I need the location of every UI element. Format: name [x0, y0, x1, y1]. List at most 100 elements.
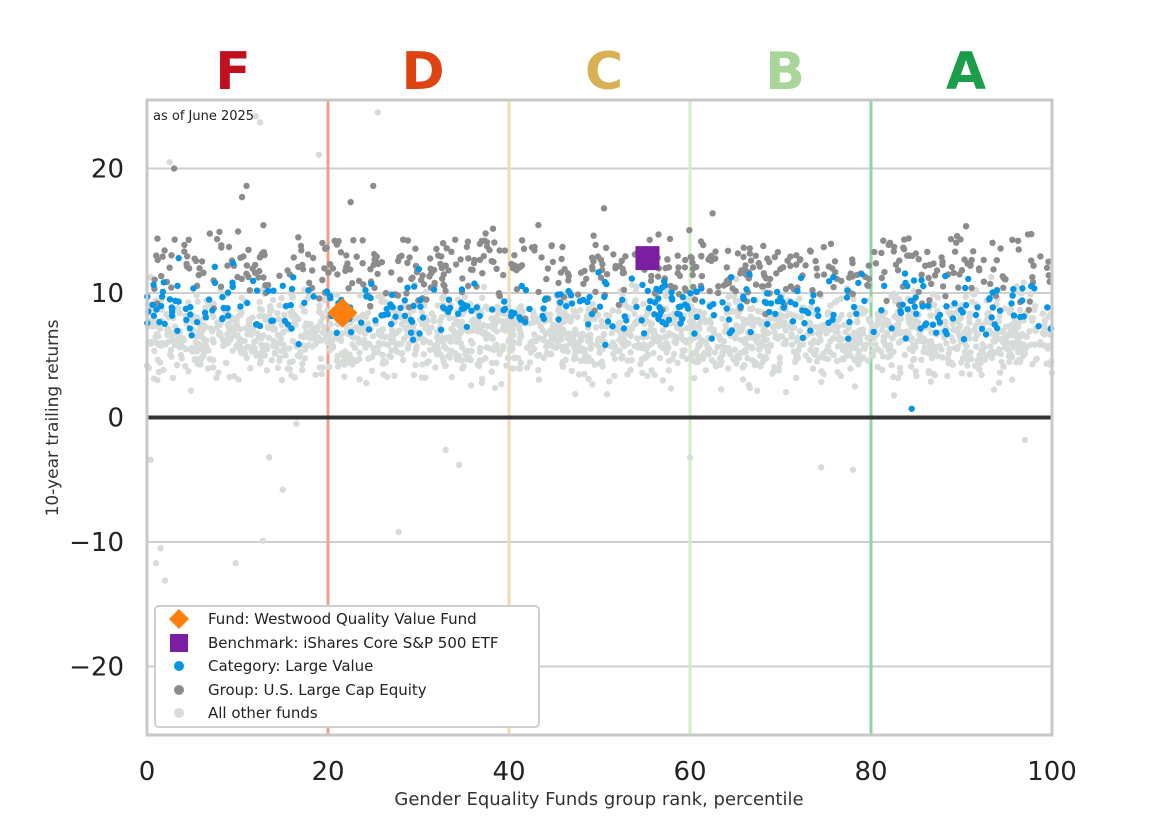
- category-point: [789, 318, 797, 325]
- all-other-funds-point: [795, 347, 802, 354]
- group-point: [990, 266, 997, 273]
- all-other-funds-point: [786, 310, 793, 318]
- all-other-funds-point: [886, 341, 894, 349]
- all-other-funds-point: [860, 344, 868, 351]
- group-point: [686, 227, 693, 234]
- category-point: [972, 311, 980, 319]
- group-point: [334, 271, 341, 278]
- category-point: [845, 335, 852, 342]
- all-other-funds-point: [341, 373, 348, 380]
- all-other-funds-point: [725, 293, 732, 300]
- all-other-funds-point: [356, 292, 363, 299]
- legend-label: Category: Large Value: [208, 657, 373, 675]
- group-point: [388, 269, 395, 276]
- all-other-funds-point: [200, 321, 207, 329]
- all-other-funds-point: [222, 359, 230, 367]
- x-tick-label: 60: [673, 757, 706, 787]
- all-other-funds-point: [796, 328, 804, 335]
- all-other-funds-point: [353, 315, 361, 322]
- all-other-funds-point: [844, 352, 851, 359]
- all-other-funds-point: [457, 329, 464, 337]
- all-other-funds-point: [182, 345, 189, 353]
- all-other-funds-point: [152, 559, 160, 567]
- plot-border: [145, 98, 1054, 737]
- group-point: [714, 289, 722, 297]
- all-other-funds-point: [846, 311, 853, 319]
- category-point: [929, 321, 937, 328]
- all-other-funds-point: [796, 295, 803, 302]
- all-other-funds-point: [270, 342, 277, 349]
- x-tick-label: 100: [1027, 757, 1077, 787]
- group-point: [740, 244, 747, 251]
- all-other-funds-point: [711, 349, 719, 356]
- all-other-funds-point: [516, 340, 523, 347]
- all-other-funds-point: [410, 371, 418, 379]
- group-point: [246, 287, 253, 294]
- category-point: [888, 325, 895, 332]
- all-other-funds-point: [714, 343, 721, 351]
- all-other-funds-point: [996, 369, 1004, 376]
- category-point: [951, 300, 958, 307]
- category-point: [1019, 297, 1026, 304]
- category-point: [815, 312, 822, 319]
- all-other-funds-point: [496, 350, 503, 358]
- group-point: [1045, 272, 1052, 279]
- all-other-funds-point: [540, 354, 547, 362]
- all-other-funds-point: [834, 343, 842, 350]
- all-other-funds-point: [266, 303, 274, 310]
- all-other-funds-point: [443, 345, 450, 352]
- all-other-funds-point: [369, 332, 377, 340]
- category-point: [677, 320, 684, 327]
- all-other-funds-point: [179, 337, 186, 344]
- all-other-funds-point: [850, 334, 857, 341]
- category-point: [473, 304, 480, 311]
- group-point: [154, 235, 161, 242]
- all-other-funds-point: [219, 342, 227, 349]
- group-point: [918, 271, 925, 278]
- group-point: [774, 249, 782, 256]
- category-point: [780, 304, 787, 311]
- all-other-funds-point: [891, 330, 899, 338]
- all-other-funds-point: [380, 371, 387, 378]
- all-other-funds-point: [312, 371, 319, 378]
- group-point: [620, 269, 627, 276]
- all-other-funds-point: [572, 310, 579, 317]
- category-point: [568, 300, 576, 307]
- all-other-funds-point: [1023, 333, 1030, 340]
- group-point: [518, 262, 526, 269]
- all-other-funds-point: [976, 366, 983, 373]
- all-other-funds-point: [585, 375, 592, 383]
- all-other-funds-point: [953, 345, 961, 353]
- all-other-funds-point: [751, 362, 758, 369]
- group-point: [252, 261, 259, 269]
- all-other-funds-point: [266, 324, 274, 331]
- all-other-funds-point: [927, 312, 934, 319]
- category-point: [962, 284, 969, 292]
- all-other-funds-point: [399, 356, 407, 364]
- all-other-funds-point: [459, 344, 466, 351]
- group-point: [654, 273, 662, 280]
- all-other-funds-point: [393, 348, 401, 355]
- all-other-funds-point: [875, 315, 882, 322]
- group-point: [581, 267, 588, 275]
- group-point: [343, 252, 350, 259]
- all-other-funds-point: [934, 294, 942, 301]
- all-other-funds-point: [608, 329, 616, 337]
- group-point: [544, 265, 552, 272]
- all-other-funds-point: [706, 325, 713, 333]
- all-other-funds-point: [748, 345, 756, 352]
- group-point: [599, 261, 606, 268]
- group-point: [185, 236, 192, 243]
- group-point: [674, 269, 681, 277]
- category-point: [935, 314, 942, 321]
- category-point: [604, 318, 612, 325]
- category-point: [750, 296, 757, 304]
- category-point: [407, 329, 415, 336]
- all-other-funds-point: [1029, 317, 1036, 325]
- all-other-funds-point: [748, 305, 756, 312]
- all-other-funds-point: [274, 364, 282, 372]
- category-point: [668, 289, 675, 296]
- category-point: [662, 321, 669, 328]
- all-other-funds-point: [797, 314, 805, 321]
- group-point: [158, 272, 165, 280]
